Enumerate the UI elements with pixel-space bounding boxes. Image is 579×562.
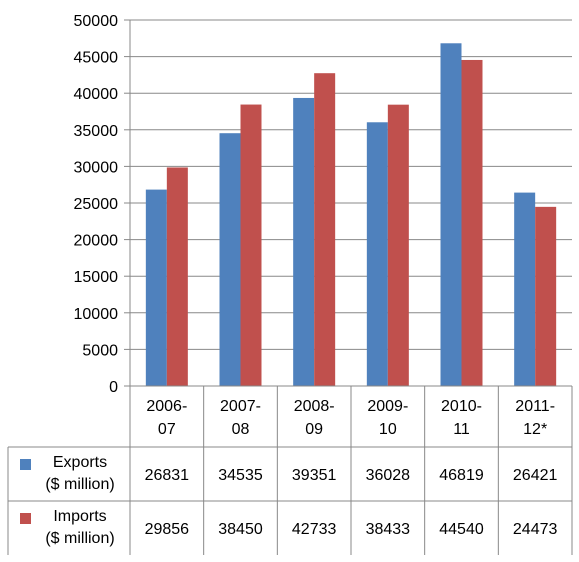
y-tick-label: 15000 [74, 269, 119, 286]
table-cell-value: 46819 [439, 467, 484, 484]
table-cell-value: 26831 [145, 467, 190, 484]
y-tick-label: 30000 [74, 159, 119, 176]
imports-bar [461, 59, 483, 387]
data-table: 2006- 07 2007- 08 2008- 09 2009- 10 2010- 11 2011-… [7, 386, 573, 555]
y-tick-label: 5000 [82, 342, 118, 359]
y-tick-label: 35000 [74, 123, 119, 140]
table-cell-value: 42733 [292, 521, 337, 538]
category-label: 07 [158, 421, 176, 438]
series-name: Exports [53, 454, 107, 471]
imports-bar [535, 206, 557, 386]
table-cell-value: 26421 [513, 467, 558, 484]
exports-bar [293, 97, 315, 386]
y-tick-label: 10000 [74, 306, 119, 323]
imports-bar [387, 104, 409, 386]
y-tick-label: 50000 [74, 13, 119, 30]
category-label: 09 [305, 421, 323, 438]
table-cell-value: 36028 [366, 467, 411, 484]
imports-bar [314, 73, 336, 386]
series-name: Imports [53, 508, 106, 525]
bars [145, 43, 557, 387]
table-cell-value: 38433 [366, 521, 411, 538]
category-label: 2007- [220, 398, 261, 415]
category-label: 2010- [441, 398, 482, 415]
category-label: 10 [379, 421, 397, 438]
category-label: 11 [453, 421, 470, 438]
y-tick-label: 20000 [74, 233, 119, 250]
exports-bar [440, 43, 462, 387]
category-label: 2009- [367, 398, 408, 415]
gridlines [130, 19, 572, 350]
category-label: 2011- [515, 398, 555, 415]
exports-bar [366, 122, 388, 387]
category-label: 12* [523, 421, 547, 438]
imports-legend-key [20, 513, 31, 524]
category-label: 2006- [146, 398, 187, 415]
y-tick-label: 25000 [74, 196, 119, 213]
exports-legend-key [20, 459, 31, 470]
table-cell-value: 24473 [513, 521, 558, 538]
table-cell-value: 44540 [439, 521, 484, 538]
imports-bar [240, 104, 262, 387]
y-tick-label: 40000 [74, 86, 119, 103]
series-name: ($ million) [45, 530, 114, 547]
imports-bar [166, 167, 188, 386]
exports-bar [219, 133, 241, 386]
table-cell-value: 38450 [218, 521, 263, 538]
category-label: 08 [232, 421, 250, 438]
table-cell-value: 34535 [218, 467, 263, 484]
table-cell-value: 39351 [292, 467, 337, 484]
y-tick-label: 45000 [74, 50, 119, 67]
y-axis-ticks: 0 5000 10000 15000 20000 25000 30000 35000 40000… [74, 13, 130, 396]
table-cell-value: 29856 [145, 521, 190, 538]
exports-bar [145, 189, 167, 386]
exports-bar [514, 192, 536, 386]
y-tick-label: 0 [109, 379, 118, 396]
category-label: 2008- [294, 398, 335, 415]
series-name: ($ million) [45, 476, 114, 493]
